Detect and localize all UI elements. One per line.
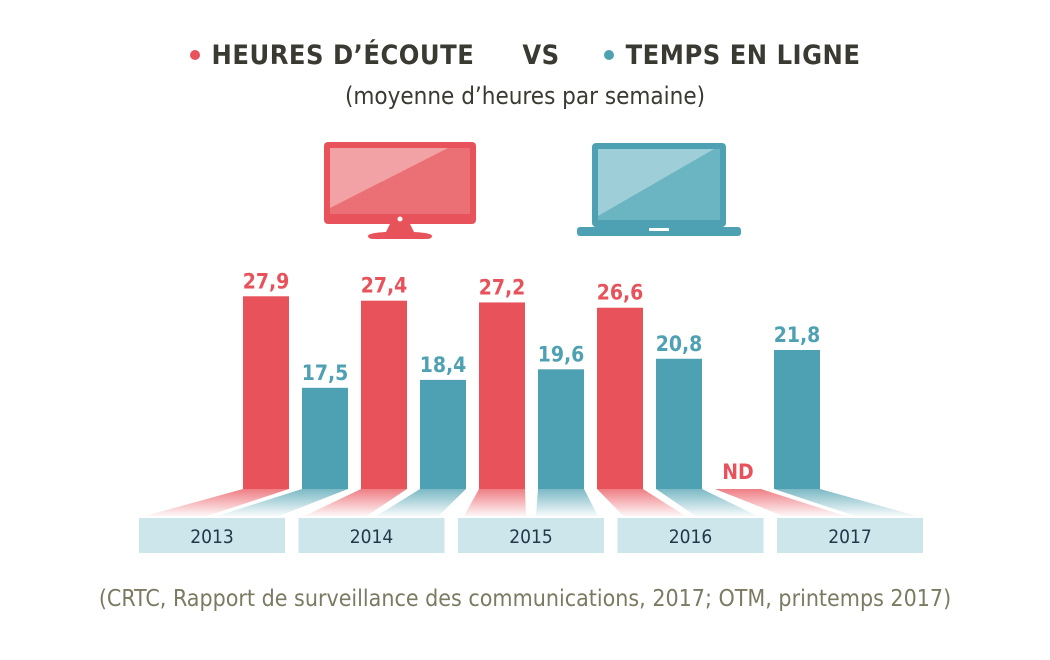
- bar-shadow: [597, 489, 686, 516]
- laptop-icon: [577, 143, 741, 236]
- bar-heures-ecoute-2016: [597, 307, 643, 489]
- x-tick-label: 2014: [350, 526, 394, 548]
- data-label: ND: [722, 460, 754, 484]
- bar-shadow: [217, 489, 348, 516]
- bar-temps-en-ligne-2016: [656, 358, 702, 489]
- series1-legend-dot: [189, 49, 200, 60]
- bar-shadow: [376, 489, 466, 516]
- x-tick-label: 2015: [509, 526, 553, 548]
- data-label: 27,9: [243, 269, 290, 293]
- x-tick-label: 2017: [828, 526, 872, 548]
- bar-heures-ecoute-2015: [479, 302, 525, 489]
- data-label: 27,2: [479, 275, 526, 299]
- data-label: 21,8: [774, 323, 821, 347]
- data-label: 27,4: [361, 274, 408, 298]
- bar-shadow: [145, 489, 289, 516]
- data-label: 26,6: [597, 281, 644, 305]
- bar-shadow: [304, 489, 407, 516]
- chart-subtitle: (moyenne d’heures par semaine): [344, 82, 706, 110]
- source-note: (CRTC, Rapport de surveillance des commu…: [98, 586, 952, 612]
- year-box-2013: [139, 518, 285, 553]
- chart-title: HEURES D’ÉCOUTE VS TEMPS EN LIGNE: [0, 40, 1050, 71]
- bar-shadow: [774, 489, 917, 516]
- bar-heures-ecoute-2013: [243, 296, 289, 489]
- bar-shadow: [715, 489, 845, 516]
- bar-temps-en-ligne-2013: [302, 387, 348, 489]
- data-label: 19,6: [538, 342, 585, 366]
- year-box-2017: [777, 518, 923, 553]
- year-box-2014: [298, 518, 445, 553]
- year-box-2015: [458, 518, 604, 553]
- year-box-2016: [617, 518, 764, 553]
- bar-temps-en-ligne-2015: [538, 369, 584, 489]
- bar-temps-en-ligne-2014: [420, 379, 466, 489]
- data-label: 20,8: [656, 332, 703, 356]
- x-tick-label: 2016: [669, 526, 713, 548]
- vs-label: VS: [522, 40, 560, 71]
- bar-shadow: [464, 489, 526, 516]
- x-tick-label: 2013: [190, 526, 234, 548]
- tv-monitor-icon: [324, 142, 476, 239]
- data-label: 17,5: [302, 361, 349, 385]
- series1-legend-label: HEURES D’ÉCOUTE: [211, 40, 475, 71]
- bar-temps-en-ligne-2017: [774, 349, 820, 489]
- data-label: 18,4: [420, 353, 467, 377]
- bar-heures-ecoute-2014: [361, 300, 407, 489]
- bar-shadow: [656, 489, 758, 516]
- series2-legend-dot: [603, 49, 614, 60]
- series2-legend-label: TEMPS EN LIGNE: [625, 40, 861, 71]
- bar-shadow: [536, 489, 598, 516]
